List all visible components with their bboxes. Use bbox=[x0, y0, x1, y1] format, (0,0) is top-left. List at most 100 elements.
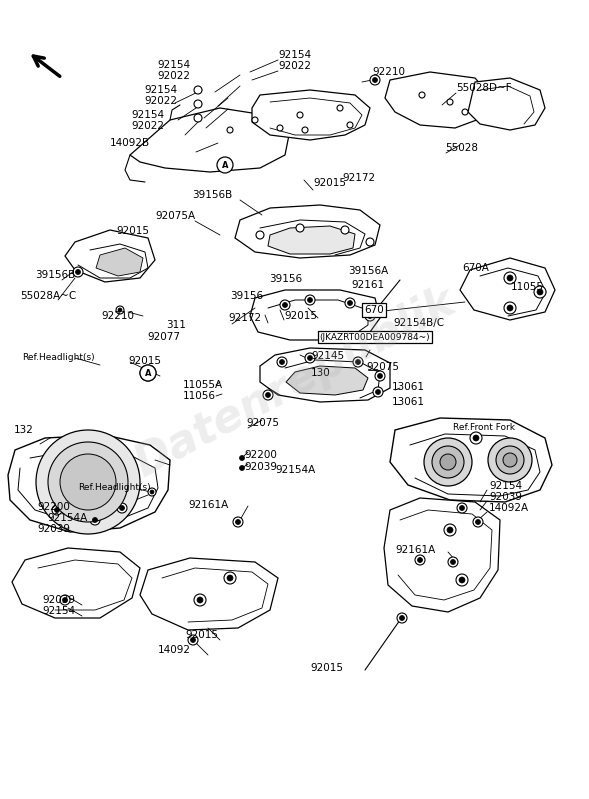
Text: 14092A: 14092A bbox=[489, 503, 529, 513]
Text: 11055: 11055 bbox=[511, 282, 544, 292]
Text: 92210: 92210 bbox=[372, 67, 405, 77]
Circle shape bbox=[90, 515, 100, 525]
Circle shape bbox=[399, 615, 405, 621]
Text: 14092: 14092 bbox=[158, 645, 191, 655]
Circle shape bbox=[356, 360, 360, 364]
Circle shape bbox=[302, 127, 308, 133]
Polygon shape bbox=[468, 78, 545, 130]
Text: 92075: 92075 bbox=[246, 418, 279, 428]
Text: 92015: 92015 bbox=[313, 178, 346, 188]
Circle shape bbox=[297, 112, 303, 118]
Circle shape bbox=[368, 313, 372, 319]
Circle shape bbox=[456, 574, 468, 586]
Circle shape bbox=[190, 638, 196, 642]
Circle shape bbox=[305, 353, 315, 363]
Circle shape bbox=[473, 435, 479, 441]
Polygon shape bbox=[390, 418, 552, 502]
Circle shape bbox=[376, 389, 380, 395]
Text: 92200: 92200 bbox=[244, 450, 277, 460]
Circle shape bbox=[266, 392, 270, 397]
Circle shape bbox=[92, 518, 98, 523]
Circle shape bbox=[307, 297, 313, 303]
Polygon shape bbox=[268, 226, 355, 254]
Text: 92154: 92154 bbox=[42, 606, 75, 616]
Circle shape bbox=[277, 357, 287, 367]
Text: 132: 132 bbox=[14, 425, 34, 435]
Circle shape bbox=[256, 231, 264, 239]
Circle shape bbox=[283, 303, 287, 308]
Circle shape bbox=[140, 365, 156, 381]
Text: 39156B: 39156B bbox=[192, 190, 232, 200]
Text: 39156A: 39156A bbox=[348, 266, 388, 276]
Circle shape bbox=[459, 577, 465, 583]
Polygon shape bbox=[384, 498, 500, 612]
Text: Ref.Front Fork: Ref.Front Fork bbox=[453, 423, 515, 431]
Text: 92022: 92022 bbox=[144, 96, 177, 106]
Text: 92015: 92015 bbox=[128, 356, 161, 366]
Circle shape bbox=[60, 454, 116, 510]
Text: 92200: 92200 bbox=[37, 502, 70, 512]
Circle shape bbox=[375, 371, 385, 381]
Text: 39156: 39156 bbox=[230, 291, 263, 301]
Circle shape bbox=[188, 635, 198, 645]
Circle shape bbox=[240, 455, 244, 460]
Circle shape bbox=[503, 453, 517, 467]
Text: 92077: 92077 bbox=[147, 332, 180, 342]
Text: 92039: 92039 bbox=[489, 492, 522, 502]
Circle shape bbox=[52, 505, 62, 515]
Circle shape bbox=[440, 454, 456, 470]
Circle shape bbox=[345, 298, 355, 308]
Circle shape bbox=[504, 272, 516, 284]
Circle shape bbox=[120, 506, 124, 511]
Circle shape bbox=[432, 446, 464, 478]
Circle shape bbox=[397, 613, 407, 623]
Circle shape bbox=[418, 558, 422, 562]
Text: 92154: 92154 bbox=[131, 110, 164, 120]
Text: A: A bbox=[145, 368, 151, 377]
Text: 92172: 92172 bbox=[228, 313, 261, 323]
Text: 92022: 92022 bbox=[131, 121, 164, 131]
Circle shape bbox=[451, 559, 455, 565]
Circle shape bbox=[459, 506, 465, 511]
Text: 92154: 92154 bbox=[278, 50, 311, 60]
Text: 55028: 55028 bbox=[445, 143, 478, 153]
Text: 92075: 92075 bbox=[366, 362, 399, 372]
Circle shape bbox=[419, 92, 425, 98]
Circle shape bbox=[194, 100, 202, 108]
Text: 92075A: 92075A bbox=[155, 211, 195, 221]
Text: 92161: 92161 bbox=[351, 280, 384, 290]
Circle shape bbox=[462, 109, 468, 115]
Text: 92039: 92039 bbox=[244, 462, 277, 472]
Circle shape bbox=[75, 269, 81, 275]
Text: 92015: 92015 bbox=[310, 663, 343, 673]
Circle shape bbox=[370, 75, 380, 85]
Circle shape bbox=[277, 125, 283, 131]
Circle shape bbox=[227, 127, 233, 133]
Circle shape bbox=[55, 507, 59, 512]
Circle shape bbox=[447, 527, 453, 533]
Text: 311: 311 bbox=[166, 320, 186, 330]
Circle shape bbox=[337, 105, 343, 111]
Text: 92210: 92210 bbox=[101, 311, 134, 321]
Circle shape bbox=[475, 519, 481, 524]
Polygon shape bbox=[235, 205, 380, 258]
Text: 39156B: 39156B bbox=[35, 270, 75, 280]
Text: 92161A: 92161A bbox=[188, 500, 229, 510]
Circle shape bbox=[504, 302, 516, 314]
Circle shape bbox=[305, 295, 315, 305]
Circle shape bbox=[233, 517, 243, 527]
Text: (JKAZRT00DEA009784~): (JKAZRT00DEA009784~) bbox=[320, 332, 431, 341]
Circle shape bbox=[507, 275, 513, 281]
Text: 13061: 13061 bbox=[392, 382, 425, 392]
Text: 92022: 92022 bbox=[157, 71, 190, 81]
Circle shape bbox=[415, 555, 425, 565]
Text: 55028D~F: 55028D~F bbox=[456, 83, 512, 93]
Polygon shape bbox=[130, 108, 290, 172]
Circle shape bbox=[197, 597, 203, 603]
Circle shape bbox=[507, 305, 513, 311]
Circle shape bbox=[217, 157, 233, 173]
Text: 11055A: 11055A bbox=[183, 380, 223, 390]
Circle shape bbox=[224, 572, 236, 584]
Text: Datenrepublik: Datenrepublik bbox=[127, 280, 462, 487]
Polygon shape bbox=[250, 290, 380, 340]
